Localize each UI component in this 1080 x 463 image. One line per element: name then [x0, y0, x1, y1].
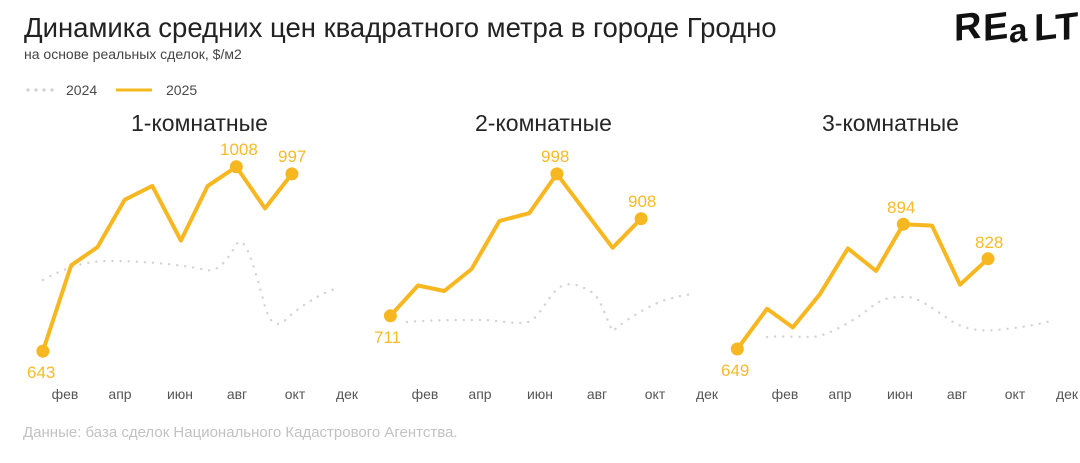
svg-text:фев: фев: [772, 386, 799, 402]
svg-text:828: 828: [975, 233, 1003, 252]
svg-text:998: 998: [541, 147, 569, 166]
svg-text:1008: 1008: [220, 140, 258, 159]
svg-text:окт: окт: [285, 386, 306, 402]
svg-text:дек: дек: [336, 386, 359, 402]
svg-text:997: 997: [278, 147, 306, 166]
svg-text:649: 649: [721, 361, 749, 380]
svg-text:894: 894: [887, 198, 915, 217]
svg-text:643: 643: [27, 363, 55, 382]
svg-text:апр: апр: [468, 386, 491, 402]
svg-text:фев: фев: [52, 386, 79, 402]
svg-text:июн: июн: [527, 386, 553, 402]
svg-text:908: 908: [628, 192, 656, 211]
svg-text:апр: апр: [828, 386, 851, 402]
svg-text:июн: июн: [167, 386, 193, 402]
svg-text:апр: апр: [108, 386, 131, 402]
svg-text:дек: дек: [1056, 386, 1079, 402]
svg-text:фев: фев: [412, 386, 439, 402]
svg-text:июн: июн: [887, 386, 913, 402]
svg-text:окт: окт: [1005, 386, 1026, 402]
svg-text:дек: дек: [696, 386, 719, 402]
svg-text:окт: окт: [645, 386, 666, 402]
svg-text:авг: авг: [947, 386, 967, 402]
svg-text:711: 711: [374, 328, 401, 347]
svg-text:авг: авг: [587, 386, 607, 402]
svg-text:авг: авг: [227, 386, 247, 402]
